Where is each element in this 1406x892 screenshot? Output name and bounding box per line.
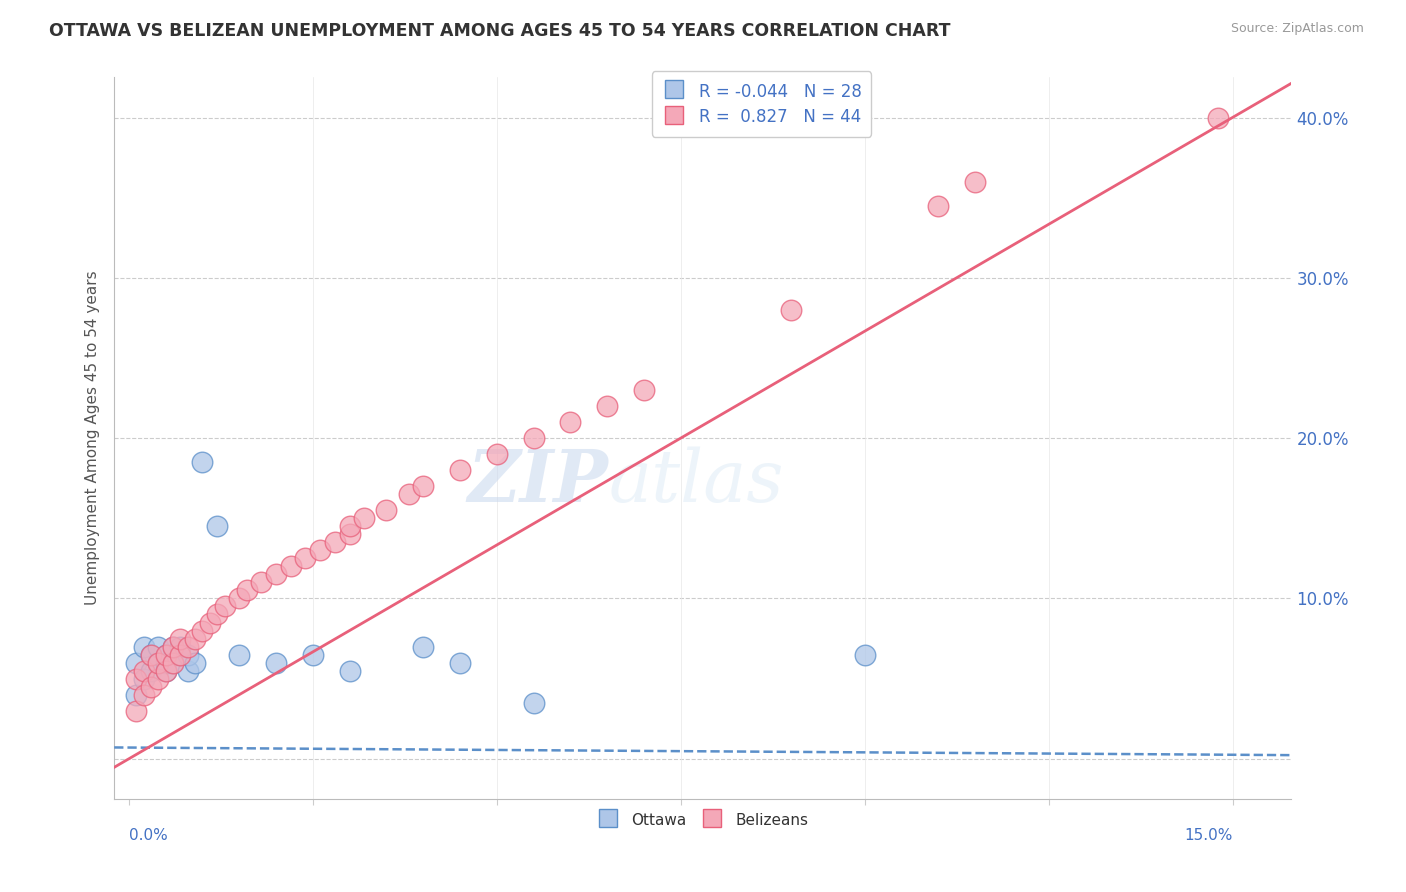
Point xyxy=(449,463,471,477)
Point xyxy=(205,519,228,533)
Point xyxy=(228,648,250,662)
Point xyxy=(339,519,361,533)
Point xyxy=(125,688,148,702)
Point xyxy=(375,503,398,517)
Point xyxy=(132,664,155,678)
Point xyxy=(169,648,191,662)
Point xyxy=(132,672,155,686)
Point xyxy=(162,656,184,670)
Point xyxy=(155,664,177,678)
Legend: Ottawa, Belizeans: Ottawa, Belizeans xyxy=(592,805,814,835)
Point xyxy=(309,543,332,558)
Point xyxy=(125,656,148,670)
Text: atlas: atlas xyxy=(609,446,785,516)
Point xyxy=(485,447,508,461)
Point xyxy=(523,696,546,710)
Point xyxy=(148,640,170,654)
Text: ZIP: ZIP xyxy=(468,446,609,517)
Point xyxy=(177,648,200,662)
Y-axis label: Unemployment Among Ages 45 to 54 years: Unemployment Among Ages 45 to 54 years xyxy=(86,271,100,606)
Point xyxy=(148,656,170,670)
Point xyxy=(633,383,655,397)
Point xyxy=(132,640,155,654)
Point xyxy=(353,511,375,525)
Point xyxy=(148,672,170,686)
Point xyxy=(169,632,191,646)
Text: OTTAWA VS BELIZEAN UNEMPLOYMENT AMONG AGES 45 TO 54 YEARS CORRELATION CHART: OTTAWA VS BELIZEAN UNEMPLOYMENT AMONG AG… xyxy=(49,22,950,40)
Point xyxy=(139,664,162,678)
Text: 15.0%: 15.0% xyxy=(1184,828,1233,843)
Text: Source: ZipAtlas.com: Source: ZipAtlas.com xyxy=(1230,22,1364,36)
Point xyxy=(280,559,302,574)
Point xyxy=(169,640,191,654)
Point xyxy=(853,648,876,662)
Point xyxy=(139,648,162,662)
Point xyxy=(294,551,316,566)
Point xyxy=(125,672,148,686)
Point xyxy=(125,704,148,718)
Point xyxy=(148,656,170,670)
Point xyxy=(162,656,184,670)
Point xyxy=(264,656,287,670)
Point xyxy=(412,479,434,493)
Point xyxy=(184,632,207,646)
Point xyxy=(139,680,162,694)
Point xyxy=(155,664,177,678)
Point xyxy=(198,615,221,630)
Point xyxy=(177,640,200,654)
Point xyxy=(398,487,420,501)
Point xyxy=(927,199,949,213)
Point xyxy=(302,648,325,662)
Text: 0.0%: 0.0% xyxy=(129,828,167,843)
Point xyxy=(184,656,207,670)
Point xyxy=(523,431,546,445)
Point xyxy=(412,640,434,654)
Point xyxy=(155,648,177,662)
Point xyxy=(339,664,361,678)
Point xyxy=(235,583,257,598)
Point xyxy=(132,688,155,702)
Point xyxy=(177,664,200,678)
Point xyxy=(449,656,471,670)
Point xyxy=(205,607,228,622)
Point xyxy=(191,624,214,638)
Point xyxy=(560,415,582,429)
Point xyxy=(214,599,236,614)
Point xyxy=(162,640,184,654)
Point xyxy=(155,656,177,670)
Point xyxy=(596,399,619,413)
Point xyxy=(323,535,346,549)
Point xyxy=(965,175,987,189)
Point xyxy=(228,591,250,606)
Point xyxy=(780,302,803,317)
Point xyxy=(264,567,287,582)
Point xyxy=(191,455,214,469)
Point xyxy=(250,575,273,590)
Point xyxy=(162,640,184,654)
Point xyxy=(1206,111,1229,125)
Point xyxy=(169,648,191,662)
Point xyxy=(139,648,162,662)
Point xyxy=(339,527,361,541)
Point xyxy=(155,648,177,662)
